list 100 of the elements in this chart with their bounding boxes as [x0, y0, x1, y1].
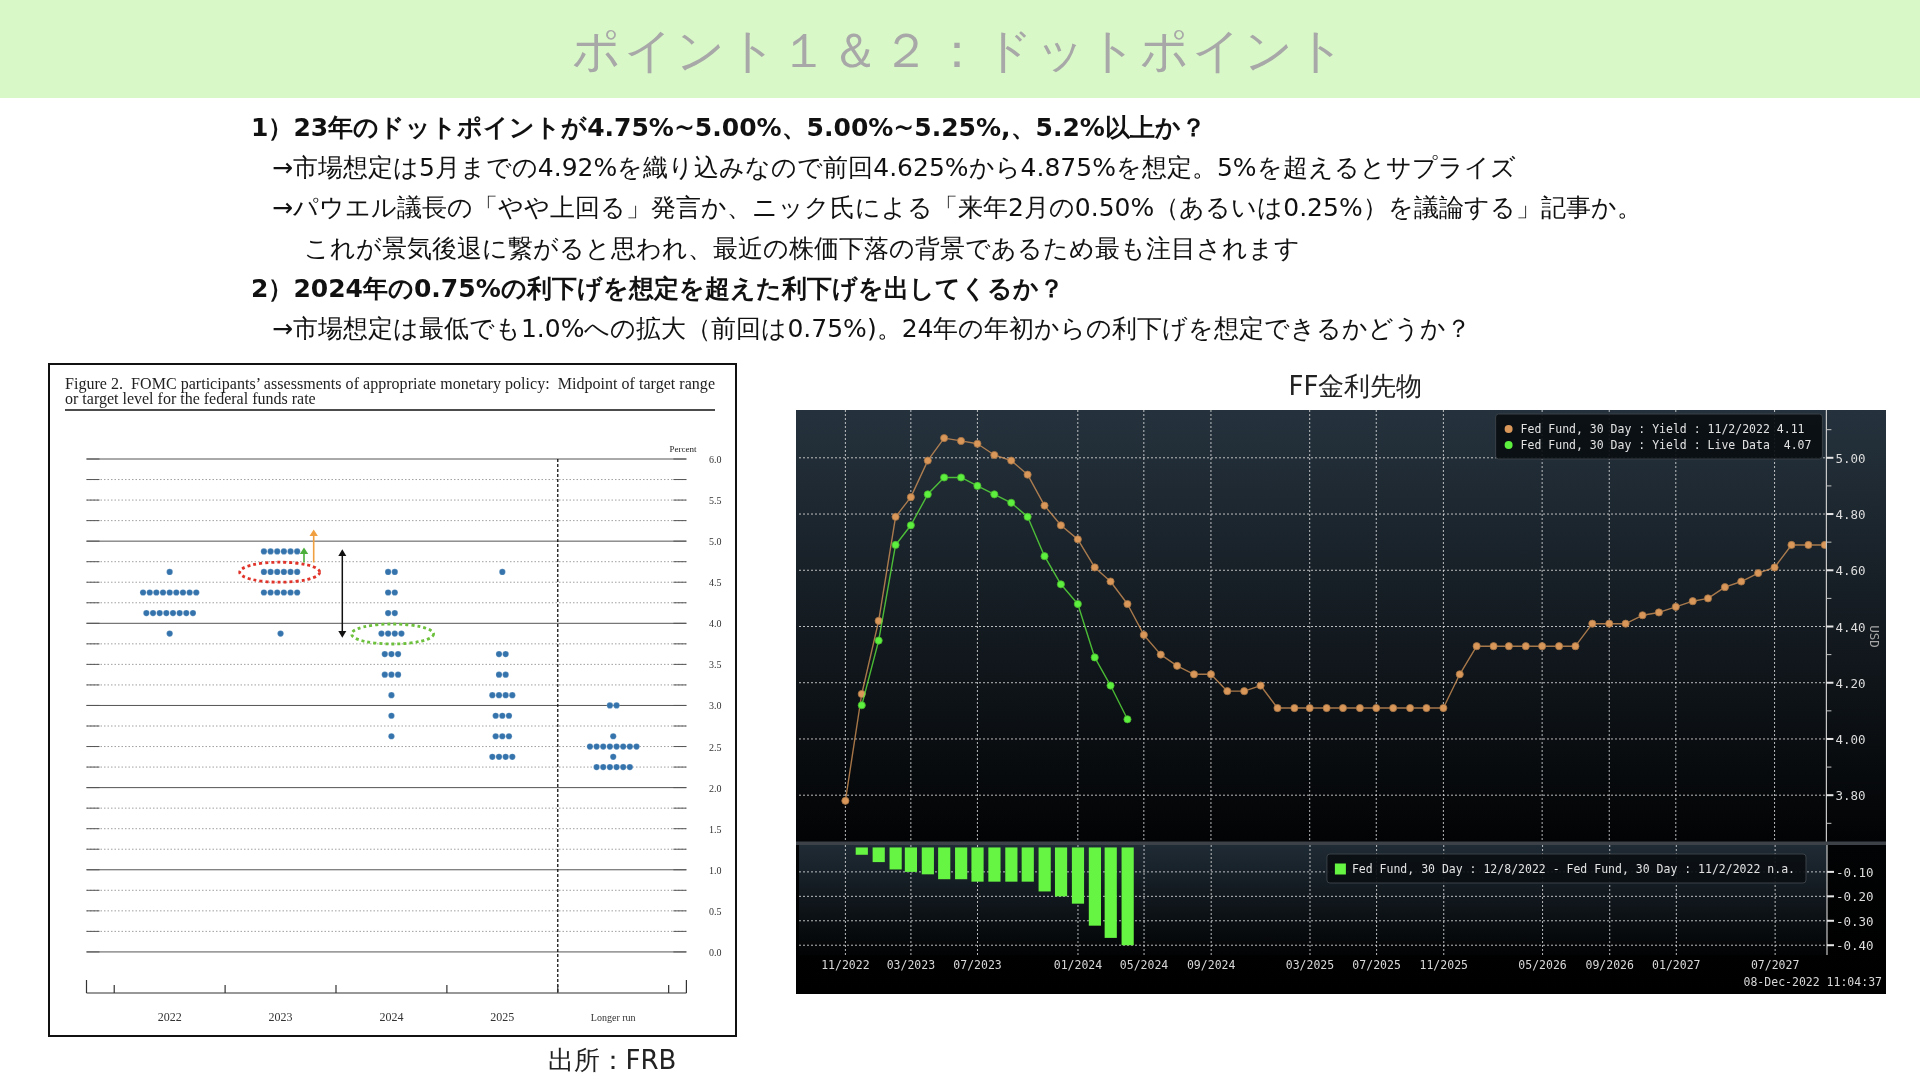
- point: [1787, 540, 1796, 549]
- y-tick-label: 5.5: [709, 494, 722, 506]
- y-tick-label: 4.0: [709, 617, 722, 629]
- text: これが景気後退に繋がると思われ、最近の株価下落の背景であるため最も注目されます: [304, 233, 1300, 263]
- y-tick-label: -0.10: [1836, 864, 1874, 880]
- legend-label: Fed Fund, 30 Day : Yield : 11/2/2022 4.11: [1520, 422, 1805, 436]
- x-tick-label: 2025: [490, 1010, 515, 1024]
- point: [923, 456, 932, 465]
- x-tick-label: 01/2027: [1652, 958, 1701, 972]
- point: [1605, 619, 1614, 628]
- legend-label: Fed Fund, 30 Day : Yield : Live Data 4.07: [1520, 438, 1812, 452]
- point: [973, 439, 982, 448]
- point: [874, 616, 883, 625]
- text: 08-Dec-2022 11:04:37: [1743, 975, 1883, 989]
- point: [1190, 670, 1199, 679]
- x-tick-label: 2023: [268, 1010, 293, 1024]
- point: [1056, 521, 1065, 530]
- text: 1）23年のドットポイントが4.75%~5.00%、5.00%~5.25%,、5.2%以上か？: [251, 112, 1206, 142]
- point: [1338, 704, 1347, 713]
- y-tick-label: 5.0: [709, 535, 722, 547]
- x-tick-label: 2022: [157, 1010, 182, 1024]
- text: →市場想定は最低でも1.0%への拡大（前回は0.75%)。24年の年初からの利下げを想定できるかどうか？: [272, 313, 1472, 343]
- x-tick-label: 01/2024: [1053, 958, 1103, 972]
- point: [1023, 512, 1032, 521]
- y-tick-label: 1.0: [709, 864, 722, 876]
- point: [1820, 540, 1827, 549]
- point: [1671, 602, 1680, 611]
- y-tick-label: 0.0: [709, 946, 722, 958]
- x-tick-label: 05/2026: [1518, 958, 1567, 972]
- point: [841, 796, 850, 805]
- x-tick-label: 11/2025: [1419, 958, 1468, 972]
- point: [1804, 540, 1813, 549]
- point: [1355, 704, 1364, 713]
- y-tick-label: 3.80: [1835, 787, 1866, 803]
- x-tick-label: 09/2026: [1585, 958, 1635, 972]
- point: [1090, 653, 1099, 662]
- point: [957, 473, 966, 482]
- y-tick-label: 4.60: [1835, 562, 1866, 578]
- y-tick-label: 2.0: [709, 782, 722, 794]
- y-tick-label: 3.5: [709, 658, 722, 670]
- point: [923, 490, 932, 499]
- y-tick-label: -0.30: [1836, 913, 1874, 929]
- point: [906, 493, 915, 502]
- point: [1406, 704, 1415, 713]
- y-tick-label: 2.5: [709, 741, 722, 753]
- x-tick-label: 2024: [379, 1010, 404, 1024]
- y-tick-label: 4.20: [1835, 675, 1866, 691]
- point: [1206, 670, 1215, 679]
- point: [990, 450, 999, 459]
- point: [1223, 687, 1232, 696]
- point: [1654, 608, 1663, 617]
- point: [1007, 498, 1016, 507]
- x-tick-label: 09/2024: [1186, 958, 1236, 972]
- text: 出所：FRB: [547, 1045, 677, 1075]
- y-tick-label: 4.40: [1835, 619, 1866, 634]
- y-axis-title: Percent: [669, 444, 697, 454]
- point: [1621, 619, 1630, 628]
- y-tick-label: 3.0: [709, 699, 722, 711]
- x-tick-label: 03/2025: [1285, 958, 1335, 972]
- point: [1688, 597, 1697, 606]
- point: [1439, 704, 1448, 713]
- y-tick-label: -0.20: [1836, 888, 1874, 904]
- point: [1040, 552, 1049, 561]
- y-tick-label: 5.00: [1835, 450, 1866, 466]
- point: [1106, 577, 1115, 586]
- point: [1422, 704, 1431, 713]
- point: [1305, 704, 1314, 713]
- point: [1538, 642, 1547, 651]
- point: [1156, 650, 1165, 659]
- point: [1123, 715, 1132, 724]
- point: [1273, 704, 1282, 713]
- point: [1139, 630, 1148, 639]
- point: [1123, 600, 1132, 609]
- legend-label: Fed Fund, 30 Day : 12/8/2022 - Fed Fund, 30 Day : 11/2/2022 n.a.: [1351, 862, 1795, 876]
- chart-title: FF金利先物: [1288, 371, 1423, 401]
- point: [1737, 577, 1746, 586]
- point: [1073, 600, 1082, 609]
- point: [1007, 456, 1016, 465]
- point: [891, 512, 900, 521]
- point: [990, 490, 999, 499]
- point: [1504, 642, 1513, 651]
- point: [1290, 704, 1299, 713]
- y-tick-label: 1.5: [709, 823, 722, 835]
- y-tick-label: 4.5: [709, 576, 722, 588]
- point: [1106, 681, 1115, 690]
- point: [1322, 704, 1331, 713]
- y-tick-label: 6.0: [709, 453, 722, 465]
- point: [1023, 470, 1032, 479]
- point: [1720, 583, 1729, 592]
- y-axis-title: USD: [1867, 625, 1883, 648]
- point: [874, 636, 883, 645]
- x-tick-label: 11/2022: [821, 958, 870, 972]
- point: [1638, 611, 1647, 620]
- point: [1040, 501, 1049, 510]
- point: [1555, 642, 1564, 651]
- text: →パウエル議長の「やや上回る」発言か、ニック氏による「来年2月の0.50%（あるいは0.25%）を議論する」記事か。: [272, 192, 1642, 222]
- point: [1389, 704, 1398, 713]
- y-tick-label: 0.5: [709, 905, 722, 917]
- point: [1472, 642, 1481, 651]
- point: [1073, 535, 1082, 544]
